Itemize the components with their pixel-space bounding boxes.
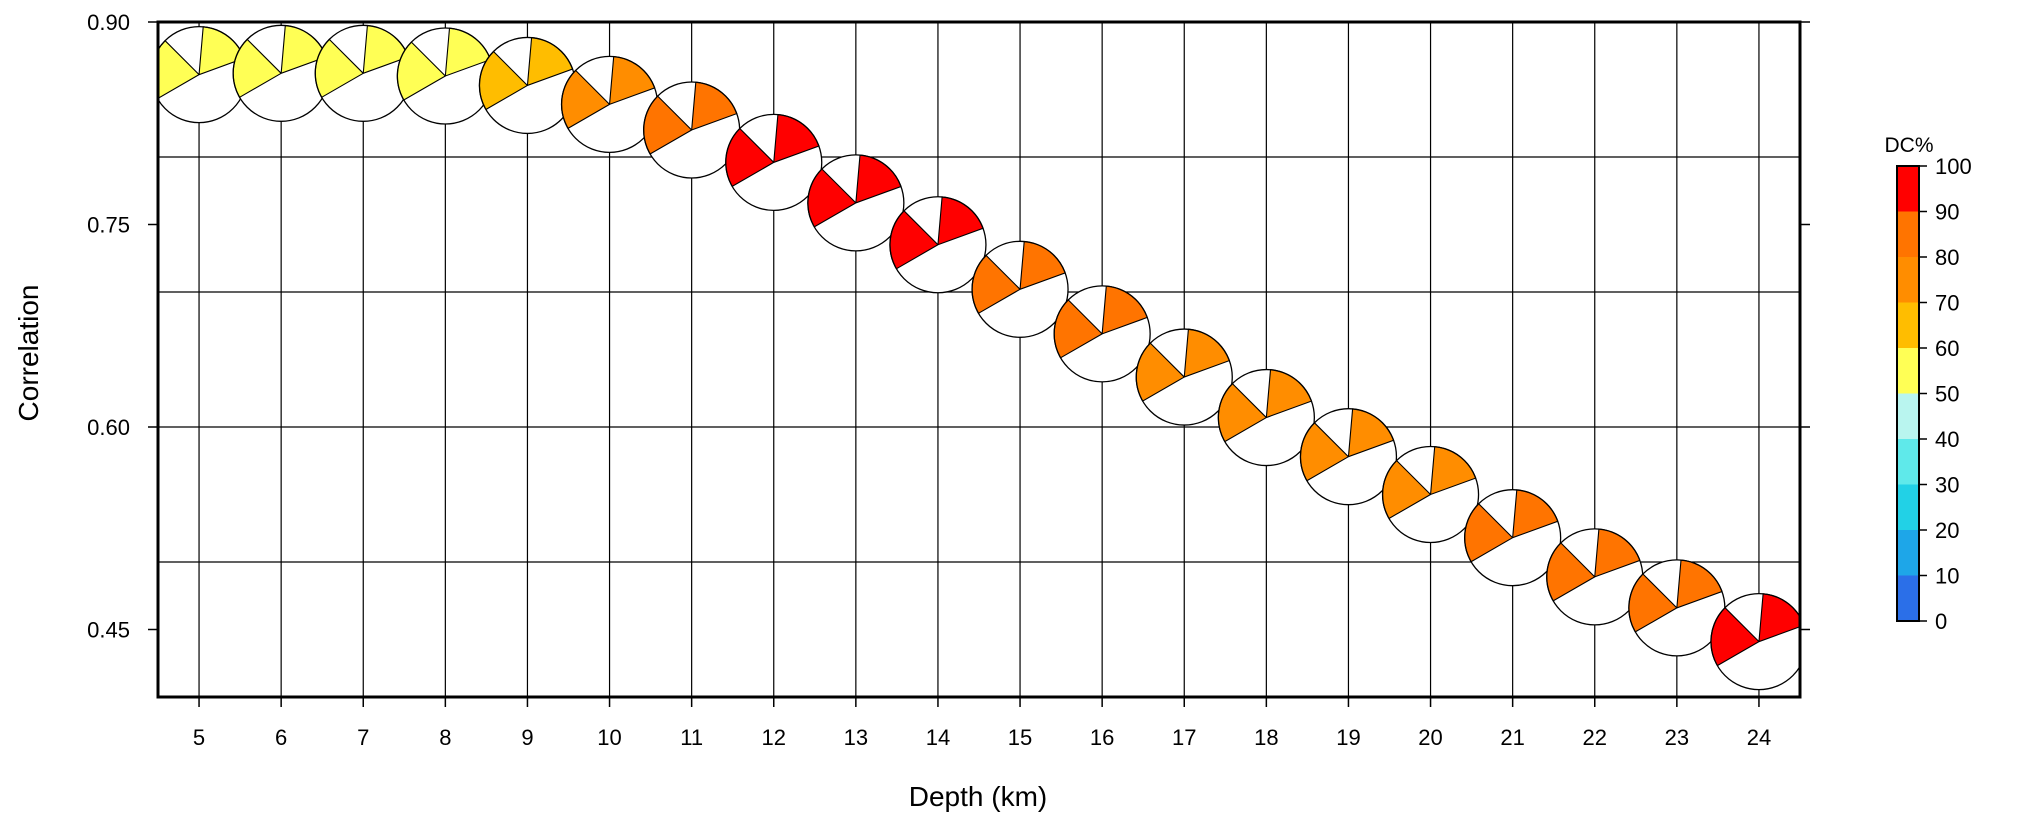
y-tick-label: 0.90	[87, 10, 130, 35]
colorbar-label: 80	[1935, 245, 1959, 270]
x-tick-label: 7	[357, 725, 369, 750]
beachball-marker	[396, 27, 495, 125]
x-axis: 5 6 7 8 9 10 11 12 13 14 15 16 17 18 19 20 21 22 23 24	[193, 697, 1771, 750]
x-tick-label: 8	[439, 725, 451, 750]
colorbar-label: 90	[1935, 200, 1959, 225]
y-axis-title: Correlation	[13, 285, 44, 422]
y-tick-label: 0.60	[87, 415, 130, 440]
x-tick-label: 13	[844, 725, 868, 750]
beachball-marker	[1628, 559, 1726, 657]
beachball-series	[158, 24, 1800, 691]
colorbar-title: DC%	[1884, 134, 1933, 157]
colorbar-bin	[1897, 439, 1919, 485]
beachball-marker	[1464, 489, 1562, 587]
beachball-marker	[807, 154, 905, 252]
colorbar-label: 30	[1935, 473, 1959, 498]
colorbar-bin	[1897, 211, 1919, 257]
x-tick-label: 20	[1418, 725, 1442, 750]
colorbar-bin	[1897, 257, 1919, 303]
beachball-marker	[725, 113, 823, 212]
colorbar-bin	[1897, 530, 1919, 576]
colorbar-bin	[1897, 166, 1919, 212]
y-tick-label: 0.75	[87, 213, 130, 238]
beachball-marker	[1299, 408, 1398, 506]
beachball-marker	[1135, 328, 1233, 426]
x-tick-label: 18	[1254, 725, 1278, 750]
colorbar-bin	[1897, 348, 1919, 394]
colorbar-label: 100	[1935, 154, 1972, 179]
beachball-marker	[1053, 285, 1151, 383]
colorbar-label: 50	[1935, 382, 1959, 407]
x-tick-label: 22	[1583, 725, 1607, 750]
x-tick-label: 5	[193, 725, 205, 750]
colorbar-label: 40	[1935, 427, 1959, 452]
beachball-marker	[478, 36, 577, 135]
beachball-marker	[971, 240, 1069, 338]
beachball-marker	[889, 196, 987, 294]
beachball-marker	[1217, 368, 1315, 467]
y-tick-label: 0.45	[87, 618, 130, 643]
x-tick-label: 14	[926, 725, 950, 750]
x-axis-title: Depth (km)	[909, 781, 1047, 812]
colorbar-label: 0	[1935, 609, 1947, 634]
colorbar-label: 10	[1935, 564, 1959, 589]
y-axis: 0.45 0.60 0.75 0.90	[87, 10, 1810, 643]
x-tick-label: 21	[1500, 725, 1524, 750]
colorbar-bin	[1897, 302, 1919, 348]
colorbar-label: 20	[1935, 518, 1959, 543]
plot-frame	[156, 20, 1802, 699]
beachball-marker	[1710, 593, 1800, 691]
x-tick-label: 12	[762, 725, 786, 750]
x-tick-label: 15	[1008, 725, 1032, 750]
colorbar-bin	[1897, 393, 1919, 439]
x-tick-label: 19	[1336, 725, 1360, 750]
x-tick-label: 23	[1665, 725, 1689, 750]
beachball-marker	[232, 24, 330, 122]
colorbar-label: 60	[1935, 336, 1959, 361]
colorbar-bin	[1897, 484, 1919, 530]
beachball-marker	[1546, 528, 1644, 626]
x-tick-label: 11	[680, 725, 703, 750]
x-tick-label: 16	[1090, 725, 1114, 750]
beachball-marker	[560, 55, 659, 153]
x-tick-label: 24	[1747, 725, 1771, 750]
x-tick-label: 6	[275, 725, 287, 750]
x-tick-label: 17	[1172, 725, 1196, 750]
x-tick-label: 10	[597, 725, 621, 750]
beachball-marker	[314, 24, 412, 122]
colorbar-bin	[1897, 575, 1919, 621]
beachball-marker	[643, 81, 741, 179]
colorbar-label: 70	[1935, 291, 1959, 316]
beachball-marker	[1381, 445, 1480, 544]
x-tick-label: 9	[521, 725, 533, 750]
